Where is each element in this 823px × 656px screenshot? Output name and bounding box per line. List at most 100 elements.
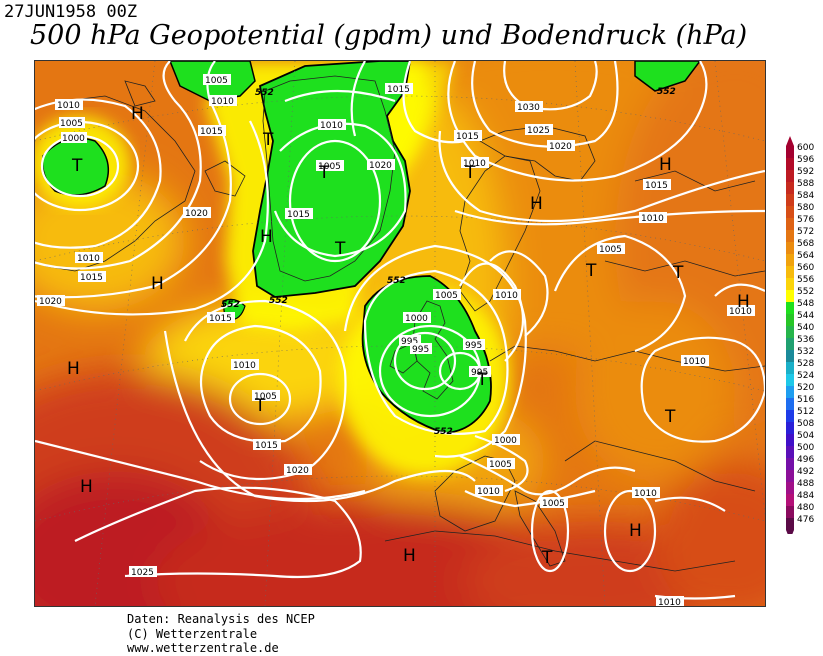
svg-text:1015: 1015 xyxy=(209,314,232,324)
legend-swatch xyxy=(786,434,794,446)
legend-swatch xyxy=(786,470,794,482)
isobar-label: 1010 xyxy=(461,157,489,169)
legend-svg: 600 596 592 588 584 580 576 572 568 564 560 556 552 5… xyxy=(786,136,814,540)
legend-label: 500 xyxy=(797,443,814,453)
isobar-label: 1015 xyxy=(207,312,235,324)
legend-label: 564 xyxy=(797,251,814,261)
isobar-label: 1005 xyxy=(59,117,85,129)
credits-source: Daten: Reanalysis des NCEP xyxy=(127,612,315,626)
svg-text:1020: 1020 xyxy=(549,142,572,152)
legend-swatch xyxy=(786,482,794,494)
legend-label: 536 xyxy=(797,335,814,345)
geopotential-field xyxy=(35,61,765,606)
pressure-center: T xyxy=(378,61,390,66)
legend-swatch xyxy=(786,326,794,338)
svg-text:1010: 1010 xyxy=(320,121,343,131)
legend-label: 596 xyxy=(797,155,814,165)
isobar-label: 1020 xyxy=(367,159,395,171)
legend-label: 548 xyxy=(797,299,814,309)
pressure-center: T xyxy=(664,407,676,427)
legend-swatch xyxy=(786,446,794,458)
svg-text:1010: 1010 xyxy=(233,361,256,371)
isobar-label: 1025 xyxy=(525,124,553,136)
pressure-center: T xyxy=(672,263,684,283)
pressure-center: H xyxy=(260,227,273,247)
legend-label: 508 xyxy=(797,419,814,429)
legend-swatch xyxy=(786,422,794,434)
svg-text:1015: 1015 xyxy=(645,181,668,191)
legend-label: 568 xyxy=(797,239,814,249)
legend-label: 544 xyxy=(797,311,814,321)
isobar-label: 1005 xyxy=(597,243,625,255)
svg-text:1020: 1020 xyxy=(185,209,208,219)
isobar-label-layer: 1010 1005 1000 1005 1010 1015 1010 1005 … xyxy=(37,74,755,606)
credits-copyright: (C) Wetterzentrale xyxy=(127,626,258,641)
isobar-label: 1015 xyxy=(198,125,226,137)
legend-label: 512 xyxy=(797,407,814,417)
legend-label: 592 xyxy=(797,167,814,177)
pressure-center: H xyxy=(403,546,416,566)
isobar-label: 1020 xyxy=(183,207,211,219)
svg-text:1010: 1010 xyxy=(683,357,706,367)
pressure-center: T xyxy=(541,548,553,568)
isobar-label: 1010 xyxy=(475,485,503,497)
legend-swatch xyxy=(786,290,794,302)
svg-text:1010: 1010 xyxy=(463,159,486,169)
legend-label: 552 xyxy=(797,287,814,297)
pressure-center: T xyxy=(318,163,330,183)
isobar-label: 1010 xyxy=(493,289,521,301)
legend-swatch xyxy=(786,170,794,182)
legend-swatch xyxy=(786,350,794,362)
svg-text:1005: 1005 xyxy=(489,460,512,470)
legend-label: 580 xyxy=(797,203,814,213)
svg-text:1005: 1005 xyxy=(60,119,83,129)
legend-label: 560 xyxy=(797,263,814,273)
svg-text:1025: 1025 xyxy=(131,568,154,578)
legend-label: 532 xyxy=(797,347,814,357)
legend-swatch xyxy=(786,146,794,158)
isobar-label: 1010 xyxy=(632,487,660,499)
pressure-center: H xyxy=(737,292,750,312)
isobar-label: 1020 xyxy=(37,295,65,307)
svg-text:995: 995 xyxy=(401,337,418,347)
legend-swatch xyxy=(786,362,794,374)
isobar-label: 1005 xyxy=(540,497,568,509)
contour-label: 552 xyxy=(387,276,406,286)
svg-text:995: 995 xyxy=(471,368,488,378)
isobar-label: 1010 xyxy=(318,119,346,131)
legend-label: 556 xyxy=(797,275,814,285)
legend-label: 576 xyxy=(797,215,814,225)
map-canvas: 1010 1005 1000 1005 1010 1015 1010 1005 … xyxy=(35,61,765,606)
isobar-label: 995 xyxy=(469,366,491,378)
legend-label: 528 xyxy=(797,359,814,369)
svg-text:1015: 1015 xyxy=(255,441,278,451)
legend-swatch xyxy=(786,494,794,506)
pressure-center: T xyxy=(334,239,346,259)
isobar-label: 1005 xyxy=(487,458,515,470)
pressure-center: T xyxy=(71,156,83,176)
legend-swatch xyxy=(786,194,794,206)
credits: Daten: Reanalysis des NCEP (C) Wetterzen… xyxy=(127,612,315,656)
low-area-northeast xyxy=(634,61,701,92)
isobar-label: 1005 xyxy=(252,390,280,402)
legend-swatch xyxy=(786,314,794,326)
legend-swatches xyxy=(786,136,794,540)
pressure-center: T xyxy=(254,396,266,416)
isobar-label: 1000 xyxy=(403,312,431,324)
legend-swatch xyxy=(786,518,794,530)
pressure-center: H xyxy=(151,274,164,294)
svg-text:1005: 1005 xyxy=(205,76,228,86)
svg-text:1000: 1000 xyxy=(405,314,428,324)
pressure-center: T xyxy=(464,163,476,183)
isobar-label: 1010 xyxy=(75,252,103,264)
legend-label: 476 xyxy=(797,515,814,525)
legend-label: 524 xyxy=(797,371,814,381)
isobar-label: 1000 xyxy=(61,132,87,144)
isobar-label: 1015 xyxy=(78,271,106,283)
svg-text:1025: 1025 xyxy=(527,126,550,136)
pressure-center: T xyxy=(476,370,488,390)
svg-text:1010: 1010 xyxy=(57,101,80,111)
pressure-center: T xyxy=(262,130,274,150)
legend-label: 520 xyxy=(797,383,814,393)
pressure-center: H xyxy=(659,155,672,175)
